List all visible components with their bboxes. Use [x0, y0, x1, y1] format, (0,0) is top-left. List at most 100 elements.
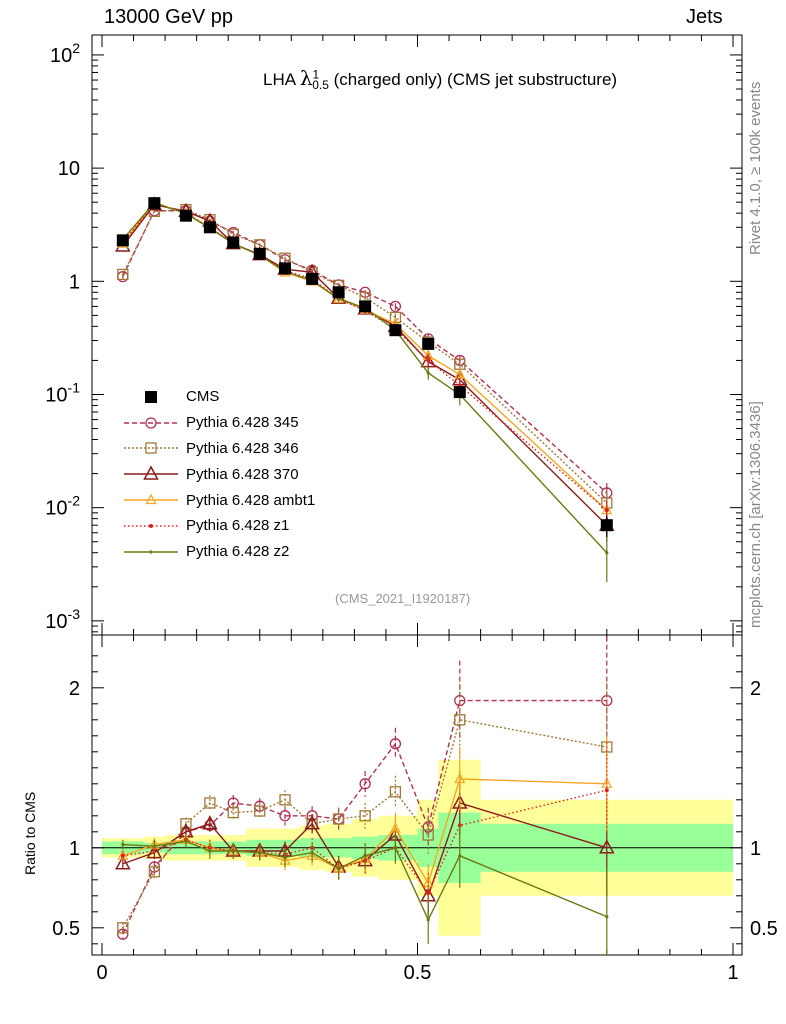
marker — [227, 236, 240, 249]
marker — [389, 324, 402, 337]
ratio-line — [122, 802, 608, 898]
legend-label: Pythia 6.428 345 — [186, 414, 299, 432]
marker — [121, 843, 125, 847]
legend-label: Pythia 6.428 z2 — [186, 543, 290, 561]
marker — [117, 928, 129, 940]
title-prefix: LHA — [263, 70, 300, 89]
marker — [179, 209, 192, 222]
marker — [604, 508, 609, 513]
marker — [231, 849, 235, 853]
marker — [120, 853, 125, 858]
legend-label: Pythia 6.428 346 — [186, 439, 299, 457]
marker — [359, 300, 372, 313]
title-sup: 1 — [312, 67, 320, 82]
marker — [337, 867, 341, 871]
y-tick-label: 102 — [50, 40, 80, 67]
legend-entry: Pythia 6.428 ambt1 — [122, 487, 315, 513]
title-symbol: λ — [299, 66, 313, 90]
marker — [143, 465, 159, 481]
y-tick-label: 10-3 — [45, 606, 80, 633]
legend-entry: Pythia 6.428 346 — [122, 436, 315, 462]
ratio-series-pythia-6-428-z2 — [121, 823, 609, 955]
energy-label: 13000 GeV pp — [104, 6, 233, 28]
mcplots-label: mcplots.cern.ch [arXiv:1306.3436] — [747, 401, 764, 628]
y-tick-label: 10-2 — [45, 493, 80, 520]
marker — [145, 493, 157, 505]
legend-label: Pythia 6.428 370 — [186, 465, 299, 483]
marker — [148, 197, 161, 210]
ratio-axes: 0.5 0.5 1 1 2 2 0 0.5 1 — [52, 635, 778, 984]
marker — [426, 371, 430, 375]
y-tick-label: 10-1 — [45, 379, 80, 406]
marker — [453, 386, 466, 399]
analysis-id: (CMS_2021_I1920187) — [335, 591, 471, 606]
ratio-ylabel: Ratio to CMS — [22, 791, 38, 875]
marker — [253, 247, 266, 260]
y-tick-label: 1 — [69, 271, 80, 293]
ratio-frame — [91, 634, 743, 956]
legend-label: Pythia 6.428 ambt1 — [186, 491, 316, 509]
marker — [363, 854, 367, 858]
series-cms — [116, 197, 613, 538]
legend-label: CMS — [186, 388, 220, 406]
marker — [454, 714, 466, 726]
marker — [605, 551, 609, 555]
marker — [115, 855, 131, 870]
main-y-axis: 10-3 10-2 10-1 1 10 102 — [45, 40, 742, 633]
marker — [145, 417, 157, 429]
ratio-y-tick-label-right: 1 — [750, 838, 761, 860]
marker — [599, 839, 615, 854]
marker — [117, 922, 129, 934]
marker — [332, 813, 345, 825]
ratio-y-tick-label: 1 — [69, 838, 80, 860]
marker — [310, 851, 314, 855]
marker — [203, 221, 216, 234]
ratio-line — [122, 840, 608, 922]
marker — [279, 794, 291, 806]
marker — [389, 738, 402, 750]
category-label: Jets — [686, 6, 723, 28]
legend-swatch — [124, 465, 178, 481]
marker — [605, 915, 609, 919]
legend-swatch — [124, 493, 178, 505]
x-tick-label: 0.5 — [404, 962, 432, 984]
marker — [332, 286, 345, 299]
marker — [184, 839, 188, 844]
marker — [283, 855, 287, 860]
marker — [152, 844, 156, 848]
plot-title: LHA λ10.5 (charged only) (CMS jet substr… — [263, 66, 617, 92]
ratio-line — [122, 789, 607, 894]
marker — [145, 442, 157, 455]
ratio-y-tick-label-right: 0.5 — [750, 918, 778, 940]
marker — [393, 846, 398, 850]
marker — [278, 262, 291, 275]
marker — [202, 815, 218, 830]
marker — [426, 358, 431, 363]
marker — [389, 786, 402, 798]
legend-swatch — [124, 417, 178, 429]
marker — [148, 866, 161, 878]
rivet-label: Rivet 4.1.0, ≥ 100k events — [747, 81, 764, 255]
marker — [254, 805, 266, 817]
marker — [204, 797, 216, 809]
marker — [149, 550, 153, 554]
marker — [422, 829, 434, 841]
x-tick-label: 1 — [727, 962, 738, 984]
marker — [306, 272, 319, 285]
marker — [458, 854, 462, 858]
legend: CMS Pythia 6.428 345 Pythia 6.428 346 Pythi… — [122, 384, 315, 565]
ratio-y-tick-label: 2 — [69, 678, 80, 700]
marker — [149, 523, 153, 528]
marker — [258, 851, 262, 855]
marker — [208, 849, 212, 853]
marker — [454, 772, 466, 784]
legend-entry: Pythia 6.428 z2 — [122, 539, 315, 565]
x-tick-label: 0 — [96, 962, 107, 984]
marker — [426, 890, 431, 895]
marker — [604, 788, 609, 793]
ratio-y-tick-label: 0.5 — [52, 918, 80, 940]
title-sub: 0.5 — [312, 78, 329, 93]
marker — [359, 810, 371, 822]
marker — [389, 300, 402, 313]
